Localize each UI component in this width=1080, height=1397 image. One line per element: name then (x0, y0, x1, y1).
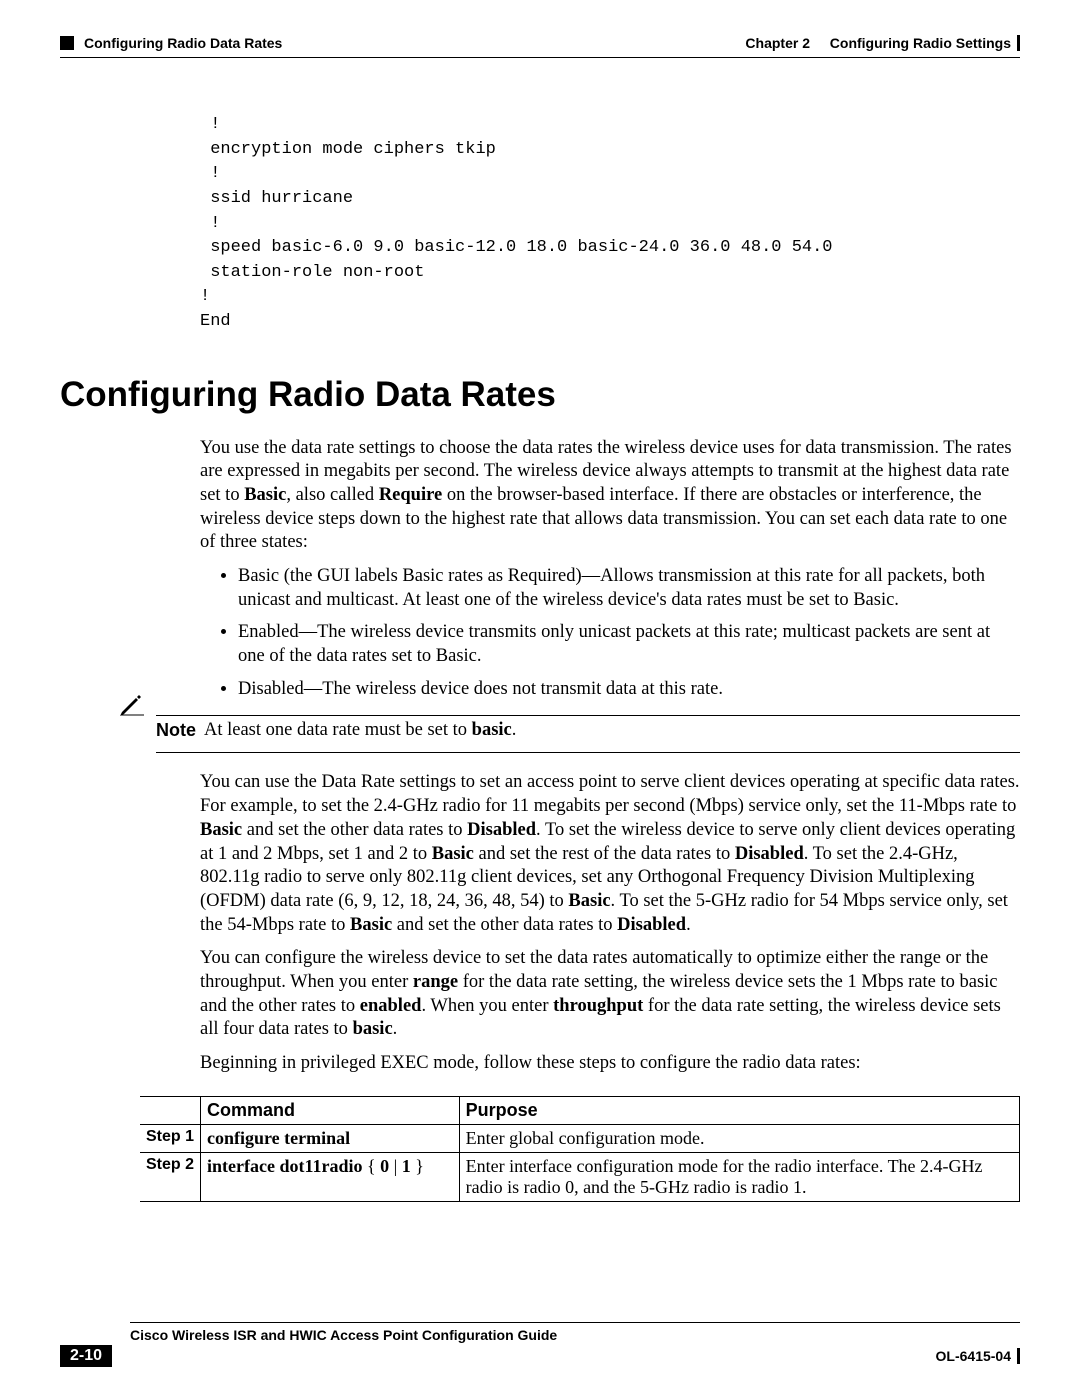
list-item: Basic (the GUI labels Basic rates as Req… (238, 565, 1020, 612)
step-label: Step 2 (140, 1152, 201, 1201)
note-rule-top (156, 715, 1020, 716)
pencil-icon (118, 690, 146, 718)
footer-guide-title: Cisco Wireless ISR and HWIC Access Point… (130, 1327, 557, 1343)
footer-rule (130, 1322, 1020, 1323)
body-content: You use the data rate settings to choose… (200, 437, 1020, 702)
note-text: At least one data rate must be set to ba… (204, 720, 1020, 741)
header-right: Chapter 2 Configuring Radio Settings (745, 35, 1020, 51)
table-header-blank (140, 1096, 201, 1124)
paragraph: You can configure the wireless device to… (200, 947, 1020, 1042)
vertical-bar-icon (1017, 35, 1020, 51)
section-title: Configuring Radio Data Rates (60, 375, 1020, 415)
paragraph: You can use the Data Rate settings to se… (200, 771, 1020, 937)
header-chapter-label: Chapter 2 (745, 35, 810, 51)
table-header-purpose: Purpose (459, 1096, 1019, 1124)
header-chapter-title: Configuring Radio Settings (830, 35, 1011, 51)
intro-paragraph: You use the data rate settings to choose… (200, 437, 1020, 555)
table-header-row: Command Purpose (140, 1096, 1020, 1124)
page-header: Configuring Radio Data Rates Chapter 2 C… (60, 35, 1020, 51)
note-label: Note (156, 720, 204, 741)
purpose-cell: Enter global configuration mode. (459, 1124, 1019, 1152)
footer-doc-id: OL-6415-04 (936, 1348, 1011, 1364)
table-header-command: Command (201, 1096, 460, 1124)
state-list: Basic (the GUI labels Basic rates as Req… (200, 565, 1020, 701)
list-item: Enabled—The wireless device transmits on… (238, 621, 1020, 668)
header-left: Configuring Radio Data Rates (60, 35, 282, 51)
page-footer: Cisco Wireless ISR and HWIC Access Point… (60, 1322, 1020, 1367)
command-cell: configure terminal (201, 1124, 460, 1152)
body-content-2: You can use the Data Rate settings to se… (200, 771, 1020, 1075)
note-rule-bottom (156, 752, 1020, 753)
purpose-cell: Enter interface configuration mode for t… (459, 1152, 1019, 1201)
command-table: Command Purpose Step 1 configure termina… (140, 1096, 1020, 1202)
document-page: Configuring Radio Data Rates Chapter 2 C… (0, 0, 1080, 1397)
header-rule (60, 57, 1020, 58)
note-block: Note At least one data rate must be set … (60, 715, 1020, 753)
command-cell: interface dot11radio { 0 | 1 } (201, 1152, 460, 1201)
table-row: Step 2 interface dot11radio { 0 | 1 } En… (140, 1152, 1020, 1201)
step-label: Step 1 (140, 1124, 201, 1152)
vertical-bar-icon (1017, 1348, 1020, 1364)
footer-doc-id-group: OL-6415-04 (936, 1348, 1020, 1364)
paragraph: Beginning in privileged EXEC mode, follo… (200, 1052, 1020, 1076)
page-number: 2-10 (60, 1345, 112, 1367)
square-marker-icon (60, 36, 74, 50)
code-block: ! encryption mode ciphers tkip ! ssid hu… (200, 113, 1020, 335)
list-item: Disabled—The wireless device does not tr… (238, 678, 1020, 702)
table-row: Step 1 configure terminal Enter global c… (140, 1124, 1020, 1152)
header-section-label: Configuring Radio Data Rates (84, 35, 282, 51)
